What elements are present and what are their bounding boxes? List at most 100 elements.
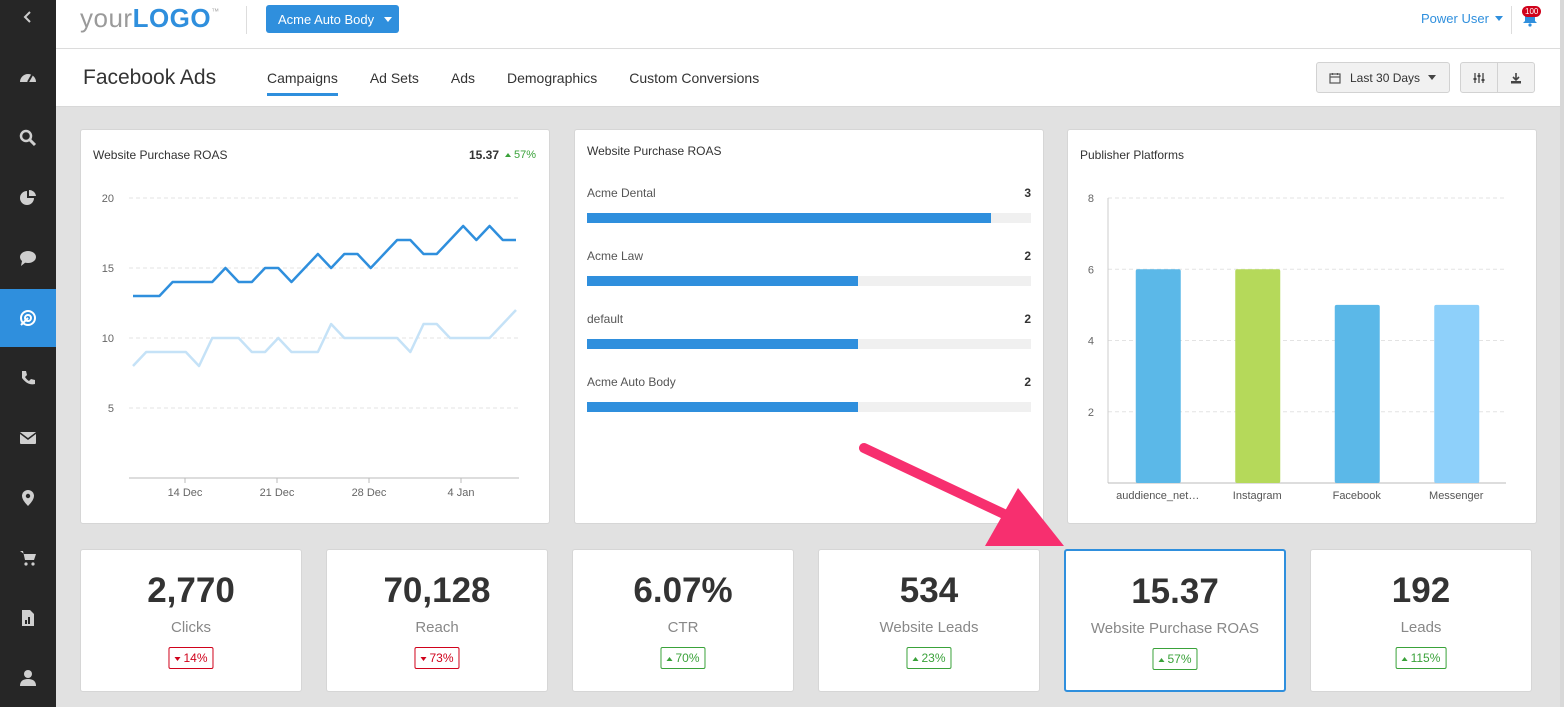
line-chart: 5 10 15 20 14 Dec 21 Dec 28 Dec 4 Jan <box>102 193 519 499</box>
x-tick-label: auddience_net… <box>1116 490 1199 502</box>
dashboard-icon[interactable] <box>0 49 56 107</box>
kpi-label: Reach <box>415 619 459 636</box>
kpi-clicks[interactable]: 2,770 Clicks 14% <box>80 549 302 692</box>
bar-label: Acme Law <box>587 249 644 263</box>
bar-value: 3 <box>1024 186 1031 200</box>
series-line <box>132 309 517 368</box>
kpi-value: 70,128 <box>383 571 491 610</box>
user-name: Power User <box>1421 11 1489 26</box>
kpi-delta: 73% <box>414 647 460 669</box>
kpi-delta: 23% <box>906 647 952 669</box>
caret-down-icon <box>1428 75 1437 80</box>
tab-custom-conversions[interactable]: Custom Conversions <box>629 70 760 86</box>
bar-fill <box>587 339 858 349</box>
kpi-label: Website Purchase ROAS <box>1090 620 1260 637</box>
bar-track <box>587 339 1031 349</box>
caret-down-icon <box>1494 16 1503 21</box>
kpi-label: Leads <box>1400 619 1442 636</box>
x-tick-label: 21 Dec <box>260 487 295 499</box>
user-icon[interactable] <box>0 649 56 707</box>
card-title: Publisher Platforms <box>1080 148 1185 162</box>
cart-icon[interactable] <box>0 529 56 587</box>
bar-value: 2 <box>1024 375 1031 389</box>
kpi-value: 6.07% <box>633 571 733 610</box>
chat-icon[interactable] <box>0 229 56 287</box>
bar-fill <box>587 213 992 223</box>
x-tick-label: 14 Dec <box>168 487 203 499</box>
kpi-ctr[interactable]: 6.07% CTR 70% <box>572 549 794 692</box>
mail-icon[interactable] <box>0 409 56 467</box>
search-icon[interactable] <box>0 109 56 167</box>
y-tick-label: 20 <box>102 193 114 205</box>
kpi-delta: 57% <box>1152 648 1198 670</box>
x-tick-label: Instagram <box>1233 490 1282 502</box>
logo[interactable]: yourLOGO™ <box>80 3 220 33</box>
y-tick-label: 4 <box>1088 336 1094 348</box>
tab-bar: Campaigns Ad Sets Ads Demographics Custo… <box>267 49 791 107</box>
kpi-value: 192 <box>1391 571 1451 610</box>
kpi-website-leads[interactable]: 534 Website Leads 23% <box>818 549 1040 692</box>
client-name: Acme Auto Body <box>278 11 375 27</box>
column-chart: 2 4 6 8 auddience_net… Instagram Facebook Messe… <box>1088 193 1506 502</box>
tab-campaigns[interactable]: Campaigns <box>267 49 338 107</box>
kpi-label: Clicks <box>171 619 211 636</box>
customize-button[interactable] <box>1460 62 1498 93</box>
series-line <box>133 224 516 298</box>
bar-fill <box>587 402 858 412</box>
arrow-up-icon <box>505 153 511 157</box>
kpi-delta: 14% <box>168 647 214 669</box>
bar-label: Acme Auto Body <box>587 375 676 389</box>
publisher-platforms-card: Publisher Platforms 2 4 6 8 auddience_net… In… <box>1067 129 1537 524</box>
tab-ads[interactable]: Ads <box>450 70 475 86</box>
y-tick-label: 10 <box>102 333 114 345</box>
caret-down-icon <box>384 16 393 22</box>
headline-value: 15.37 <box>469 148 500 162</box>
bar-value: 2 <box>1024 249 1031 263</box>
roas-trend-card: Website Purchase ROAS 15.37 57% 5 10 15 20 1… <box>80 129 550 524</box>
pie-chart-icon[interactable] <box>0 169 56 227</box>
location-icon[interactable] <box>0 469 56 527</box>
kpi-value: 2,770 <box>147 571 235 610</box>
notification-badge: 100 <box>1522 6 1542 17</box>
phone-icon[interactable] <box>0 349 56 407</box>
arrow-up-icon <box>912 657 919 661</box>
x-tick-label: 28 Dec <box>352 487 387 499</box>
kpi-reach[interactable]: 70,128 Reach 73% <box>326 549 548 692</box>
back-icon[interactable] <box>0 0 56 34</box>
bar <box>1235 269 1281 483</box>
y-tick-label: 15 <box>102 263 114 275</box>
download-button[interactable] <box>1497 62 1535 93</box>
headline-delta: 57% <box>505 149 536 161</box>
y-tick-label: 5 <box>108 403 114 415</box>
user-menu[interactable]: Power User <box>1421 11 1503 26</box>
kpi-delta: 70% <box>660 647 706 669</box>
kpi-value: 534 <box>899 571 959 610</box>
bar <box>1434 304 1480 483</box>
top-bar: yourLOGO™ Acme Auto Body Power User 100 <box>56 0 1560 49</box>
kpi-value: 15.37 <box>1131 572 1219 611</box>
scrollbar[interactable] <box>1560 0 1564 707</box>
kpi-website-purchase-roas[interactable]: 15.37 Website Purchase ROAS 57% <box>1064 549 1286 692</box>
x-tick-label: 4 Jan <box>448 487 475 499</box>
y-tick-label: 2 <box>1088 407 1094 419</box>
kpi-delta: 115% <box>1395 647 1447 669</box>
bar-value: 2 <box>1024 312 1031 326</box>
download-icon <box>1511 72 1521 83</box>
report-icon[interactable] <box>0 589 56 647</box>
client-selector[interactable]: Acme Auto Body <box>266 5 399 33</box>
roas-by-account-card: Website Purchase ROAS Acme Dental 3 Acme… <box>574 129 1044 524</box>
sidebar <box>0 0 56 707</box>
calendar-icon <box>1329 72 1341 84</box>
sliders-icon <box>1473 72 1485 83</box>
arrow-up-icon <box>1158 658 1165 662</box>
tab-demographics[interactable]: Demographics <box>506 70 598 86</box>
target-icon[interactable] <box>0 289 56 347</box>
arrow-down-icon <box>174 657 181 661</box>
bar-label: Acme Dental <box>587 186 656 200</box>
divider <box>246 6 247 34</box>
date-range-selector[interactable]: Last 30 Days <box>1316 62 1450 93</box>
x-tick-label: Messenger <box>1429 490 1484 502</box>
kpi-leads[interactable]: 192 Leads 115% <box>1310 549 1532 692</box>
tab-ad-sets[interactable]: Ad Sets <box>369 70 419 86</box>
kpi-label: Website Leads <box>879 619 979 636</box>
